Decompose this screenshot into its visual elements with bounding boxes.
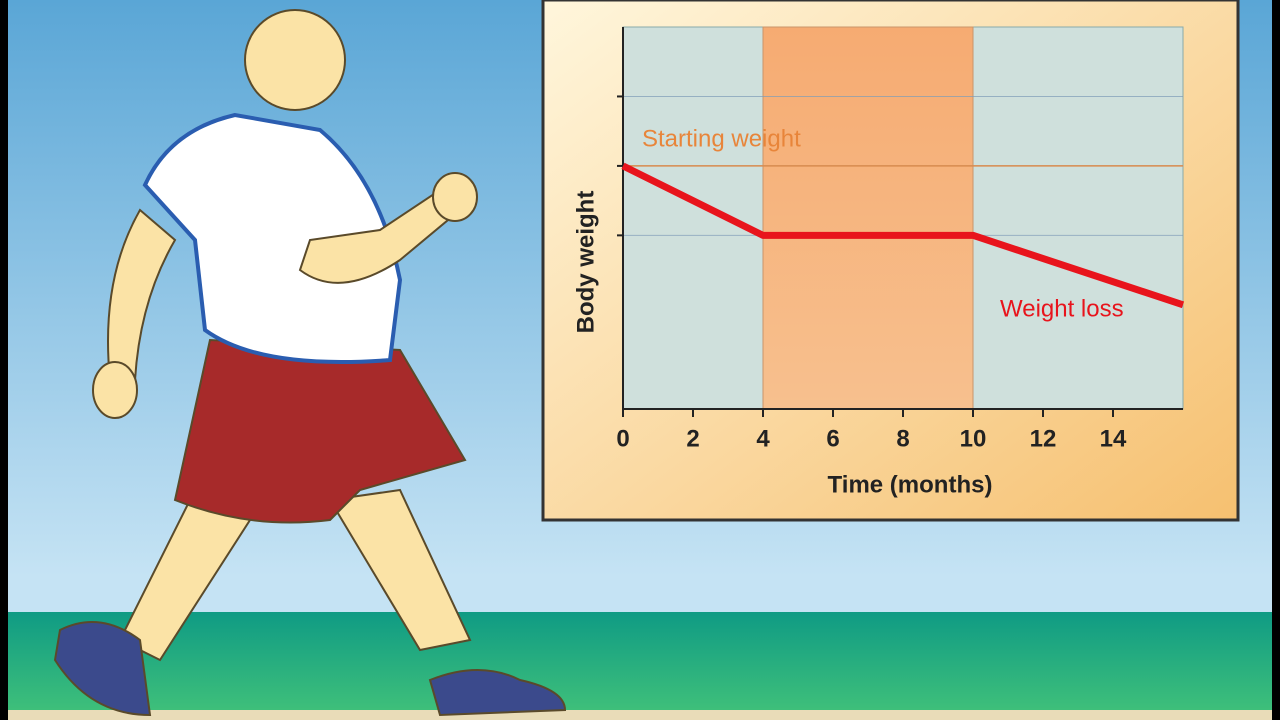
data-line (621, 162, 1185, 309)
x-tick-label: 4 (756, 425, 770, 452)
walking-man (53, 9, 567, 717)
x-tick-label: 0 (616, 425, 629, 452)
x-tick-label: 6 (826, 425, 839, 452)
sea (0, 612, 1280, 712)
x-tick-label: 10 (960, 425, 987, 452)
annotation: Weight loss (1000, 295, 1124, 322)
highlight-band (762, 26, 974, 410)
annotation: Starting weight (642, 125, 801, 152)
x-tick-label: 14 (1100, 425, 1127, 452)
y-axis-label: Body weight (572, 191, 599, 334)
x-tick-label: 12 (1030, 425, 1057, 452)
sand (0, 710, 1280, 720)
frame-left (0, 0, 8, 720)
frame-right (1272, 0, 1280, 720)
x-tick-label: 2 (686, 425, 699, 452)
x-axis-label: Time (months) (828, 471, 993, 498)
chart: 0 2 4 6 8 10 12 14 (616, 26, 1185, 452)
x-tick-label: 8 (896, 425, 909, 452)
